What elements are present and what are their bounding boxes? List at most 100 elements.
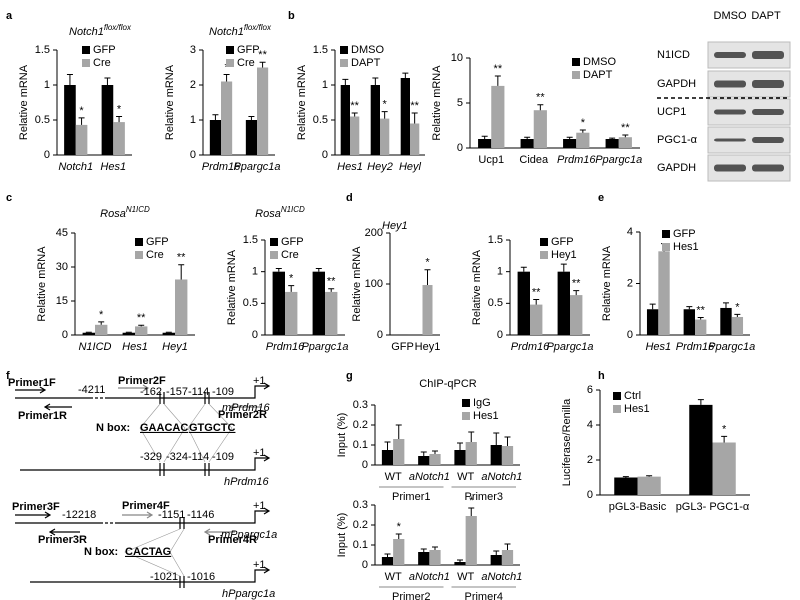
blot-row: UCP1: [657, 106, 686, 118]
diagram-label: Primer4F: [122, 500, 170, 512]
x-tick-label: Ppargc1a: [595, 154, 642, 166]
y-tick-label: 1: [252, 266, 258, 278]
significance: *: [289, 273, 294, 285]
error-bar: [275, 268, 282, 272]
title-text: Rosa: [255, 208, 281, 220]
title-superscript: flox/flox: [104, 23, 132, 32]
panel-label: g: [346, 370, 353, 382]
legend-label: GFP: [93, 44, 116, 56]
significance: *: [79, 105, 84, 117]
error-bar: [622, 134, 629, 138]
bar: [490, 445, 502, 465]
legend-label: DMSO: [351, 44, 384, 56]
bar: [570, 295, 583, 335]
y-tick-label: 1: [190, 114, 196, 126]
primer-arrow: [48, 528, 80, 536]
error-bar: [566, 136, 573, 139]
y-tick-label: 0: [497, 329, 503, 341]
y-axis-label: Relative mRNA: [601, 245, 613, 321]
diagram-label: mPrdm16: [222, 402, 271, 414]
significance: **: [177, 252, 186, 264]
blot-band: [714, 52, 746, 58]
error-bar: [649, 303, 656, 310]
nbox-ticks: [179, 517, 185, 529]
diagram-label: -1016: [187, 571, 215, 583]
diagram-label: -157: [166, 386, 188, 398]
error-bar: [420, 548, 427, 552]
diagram-label: N box:: [96, 422, 130, 434]
legend-label: DMSO: [583, 56, 616, 68]
bar: [175, 279, 188, 335]
legend-swatch: [135, 251, 143, 259]
chart-title: Notch1flox/flox: [209, 23, 272, 38]
legend-swatch: [340, 46, 348, 54]
significance: *: [469, 495, 474, 507]
diagram-label: Primer2F: [118, 375, 166, 387]
y-tick-label: 0.5: [313, 114, 328, 126]
blot-band: [752, 137, 784, 143]
error-bar: [138, 324, 145, 327]
error-bar: [315, 268, 322, 272]
bar: [101, 85, 114, 155]
bar: [370, 85, 380, 155]
bar: [683, 309, 695, 335]
bar: [312, 271, 325, 335]
bar: [82, 332, 95, 335]
panel-label: b: [288, 10, 295, 22]
gene-line: [15, 510, 268, 524]
y-tick-label: 1: [322, 79, 328, 91]
error-bar: [116, 116, 123, 123]
significance: **: [696, 304, 705, 316]
primer-arrow: [228, 403, 262, 411]
y-tick-label: 1.5: [313, 44, 328, 56]
bar: [209, 120, 221, 155]
bar: [429, 454, 441, 465]
bar: [272, 271, 285, 335]
bar: [491, 85, 505, 148]
x-tick-label: aNotch1: [481, 571, 522, 583]
error-bar: [533, 299, 540, 305]
diagram-label: -1151: [158, 509, 185, 521]
group-label: Primer3: [464, 491, 503, 503]
error-bar: [372, 77, 379, 85]
y-tick-label: 0.3: [353, 499, 368, 511]
error-bar: [104, 77, 111, 85]
error-bar: [66, 74, 73, 85]
significance: **: [532, 286, 541, 298]
bar: [257, 67, 269, 155]
error-bar: [573, 290, 580, 296]
y-tick-label: 4: [587, 419, 593, 431]
error-bar: [411, 112, 418, 124]
bar: [454, 562, 466, 565]
y-tick-label: 0.5: [488, 297, 503, 309]
y-tick-label: 0.2: [353, 419, 368, 431]
primer-arrow: [118, 384, 150, 392]
diagram-label: CACTAG: [125, 546, 171, 558]
y-tick-label: 10: [451, 52, 463, 64]
bar: [113, 122, 125, 155]
diagram-label: N box:: [84, 546, 118, 558]
legend-swatch: [572, 58, 580, 66]
y-axis-label: Input (%): [336, 513, 348, 558]
bar: [618, 137, 632, 148]
error-bar: [78, 117, 85, 125]
bar: [720, 307, 732, 335]
x-tick-label: WT: [457, 471, 474, 483]
error-bar: [520, 266, 527, 272]
bar: [533, 110, 547, 148]
y-tick-label: 5: [457, 97, 463, 109]
diagram-label: -109: [212, 386, 234, 398]
bar: [75, 124, 88, 155]
arrow: [263, 454, 271, 462]
diagram-label: mPpargc1a: [221, 529, 277, 541]
blot-band: [714, 138, 746, 142]
legend-label: GFP: [281, 236, 304, 248]
x-tick-label: Prdm16: [266, 341, 305, 353]
chart-title: RosaN1ICD: [255, 205, 305, 220]
bar: [380, 118, 390, 155]
legend-swatch: [82, 46, 90, 54]
bar: [605, 139, 619, 148]
x-tick-label: aNotch1: [409, 471, 450, 483]
legend-swatch: [462, 399, 470, 407]
blot-column: DMSO: [714, 10, 747, 22]
